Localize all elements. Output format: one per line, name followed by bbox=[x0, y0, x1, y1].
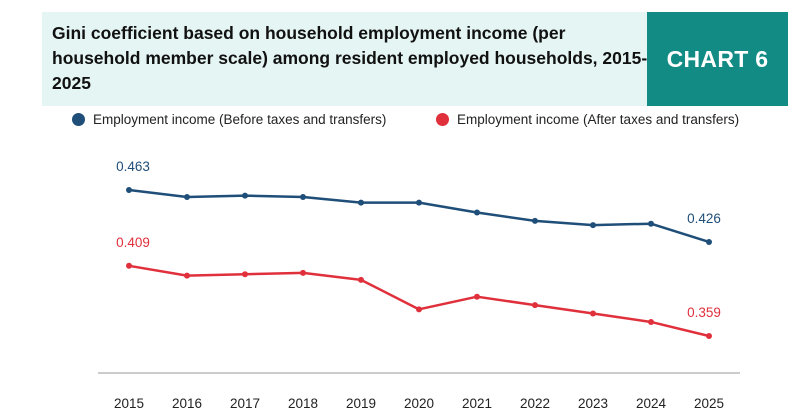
point-before-2023 bbox=[590, 222, 596, 229]
legend-label-before: Employment income (Before taxes and tran… bbox=[93, 112, 387, 127]
point-after-2016 bbox=[184, 272, 190, 279]
point-after-2018 bbox=[300, 269, 306, 276]
point-after-2023 bbox=[590, 310, 596, 317]
data-label-after-2015: 0.409 bbox=[116, 235, 150, 250]
x-tick-label-2021: 2021 bbox=[462, 396, 492, 411]
point-after-2020 bbox=[416, 306, 422, 313]
point-after-2022 bbox=[532, 302, 538, 309]
series-line-after bbox=[128, 264, 710, 338]
legend-label-after: Employment income (After taxes and trans… bbox=[457, 112, 740, 127]
x-tick-label-2023: 2023 bbox=[578, 396, 608, 411]
x-tick-label-2015: 2015 bbox=[114, 396, 144, 411]
data-label-before-2025: 0.426 bbox=[687, 211, 721, 226]
x-tick-label-2016: 2016 bbox=[172, 396, 202, 411]
x-tick-label-2022: 2022 bbox=[520, 396, 550, 411]
chart-title-box: Gini coefficient based on household empl… bbox=[42, 12, 648, 106]
data-label-after-2025: 0.359 bbox=[687, 305, 721, 320]
point-after-2021 bbox=[474, 293, 480, 300]
x-tick-label-2024: 2024 bbox=[636, 396, 667, 411]
legend-marker-before bbox=[72, 113, 85, 126]
legend: Employment income (Before taxes and tran… bbox=[0, 112, 805, 130]
point-before-2021 bbox=[474, 209, 480, 216]
data-label-before-2015: 0.463 bbox=[116, 159, 150, 174]
x-tick-label-2018: 2018 bbox=[288, 396, 318, 411]
legend-item-after: Employment income (After taxes and trans… bbox=[436, 112, 739, 127]
point-before-2024 bbox=[648, 220, 654, 227]
point-after-2019 bbox=[358, 276, 364, 283]
point-after-2015 bbox=[126, 262, 132, 269]
chart-title: Gini coefficient based on household empl… bbox=[52, 23, 648, 93]
point-before-2019 bbox=[358, 199, 364, 206]
point-after-2017 bbox=[242, 271, 248, 278]
x-tick-label-2025: 2025 bbox=[694, 396, 724, 411]
series-line-before bbox=[128, 188, 710, 244]
legend-item-before: Employment income (Before taxes and tran… bbox=[72, 112, 386, 127]
x-tick-label-2019: 2019 bbox=[346, 396, 376, 411]
point-after-2025 bbox=[706, 333, 712, 339]
chart-number-badge: CHART 6 bbox=[647, 12, 788, 106]
point-before-2022 bbox=[532, 217, 538, 224]
point-before-2015 bbox=[126, 187, 132, 193]
legend-marker-after bbox=[436, 113, 449, 126]
point-before-2020 bbox=[416, 199, 422, 206]
point-after-2024 bbox=[648, 318, 654, 325]
x-tick-label-2020: 2020 bbox=[404, 396, 434, 411]
point-before-2025 bbox=[706, 238, 712, 245]
point-before-2018 bbox=[300, 194, 306, 201]
point-before-2017 bbox=[242, 192, 248, 199]
point-before-2016 bbox=[184, 194, 190, 201]
x-tick-label-2017: 2017 bbox=[230, 396, 260, 411]
